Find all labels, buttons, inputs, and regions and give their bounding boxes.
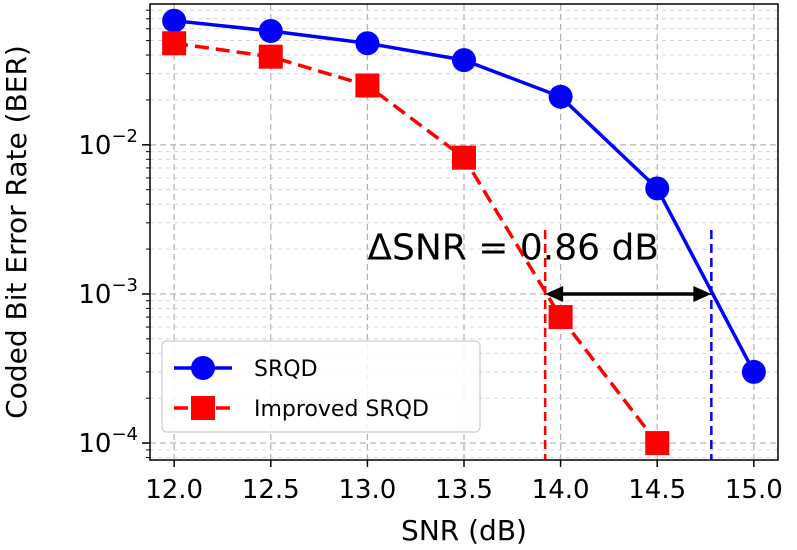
x-tick-label: 12.0 [145,475,203,505]
x-tick-label: 12.5 [242,475,300,505]
y-axis-label: Coded Bit Error Rate (BER) [0,45,33,419]
grid [150,4,778,460]
series-marker-square [645,431,670,456]
series-marker-circle [258,18,283,43]
reference-lines [543,229,713,460]
legend-swatch-circle [191,356,215,380]
legend-label: SRQD [254,357,318,382]
series-marker-circle [548,84,573,109]
series-line [173,41,659,445]
series-marker-circle [355,31,380,56]
series-marker-circle [741,359,766,384]
delta-snr-annotation: ΔSNR = 0.86 dB [367,228,659,269]
delta-arrow-head-left [545,285,564,302]
legend: SRQD Improved SRQD [161,340,481,433]
delta-arrow-head-right [693,285,712,302]
x-axis-label: SNR (dB) [401,514,527,547]
y-tick-label: 10−4 [78,424,138,459]
series-marker-circle [645,176,670,201]
series-marker-square [355,73,380,98]
legend-swatch-square [191,396,215,420]
annotation-layer: ΔSNR = 0.86 dB [367,228,712,302]
series-marker-square [548,305,573,330]
legend-label: Improved SRQD [254,397,429,422]
series-marker-square [452,145,476,170]
x-tick-label: 14.0 [532,475,590,505]
axis-ticks: 12.0 12.5 13.0 13.5 14.0 14.5 15.0 10−2 10−3 10−4 [78,9,783,505]
x-tick-label: 14.5 [628,475,686,505]
y-tick-label: 10−2 [78,126,138,161]
series-layer [162,8,766,456]
y-tick-label: 10−3 [78,275,138,310]
series-marker-square [162,31,187,56]
legend-box [161,340,481,433]
x-tick-label: 13.5 [435,475,493,505]
x-tick-label: 13.0 [338,475,396,505]
series-marker-circle [162,8,187,33]
series-marker-circle [452,48,476,73]
series-marker-square [258,44,283,69]
x-tick-label: 15.0 [725,475,783,505]
